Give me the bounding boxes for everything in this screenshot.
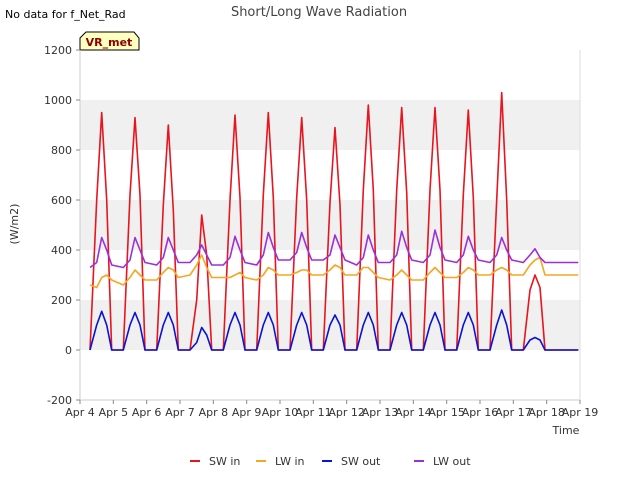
y-tick-label: 800	[51, 144, 72, 157]
grid-band	[80, 100, 580, 150]
legend-item: SW in	[190, 455, 240, 468]
legend-label: LW in	[275, 455, 305, 468]
x-tick-label: Apr 18	[528, 406, 565, 419]
y-axis-ticks: -200 0 200 400 600 800 1000 1200	[44, 44, 80, 407]
y-tick-label: 200	[51, 294, 72, 307]
axes	[79, 50, 581, 401]
y-tick-label: 400	[51, 244, 72, 257]
x-tick-label: Apr 16	[462, 406, 499, 419]
x-tick-label: Apr 6	[132, 406, 162, 419]
y-axis-label: (W/m2)	[8, 204, 21, 245]
legend-label: SW out	[341, 455, 381, 468]
y-tick-label: 1000	[44, 94, 72, 107]
x-tick-label: Apr 9	[232, 406, 262, 419]
x-tick-label: Apr 13	[362, 406, 399, 419]
x-axis-ticks: Apr 4 Apr 5 Apr 6 Apr 7 Apr 8 Apr 9 Apr 10Apr …	[65, 400, 598, 419]
x-tick-label: Apr 4	[65, 406, 95, 419]
x-axis-label: Time	[552, 424, 580, 437]
x-tick-label: Apr 12	[328, 406, 365, 419]
legend-label: LW out	[433, 455, 471, 468]
y-tick-label: 1200	[44, 44, 72, 57]
grid-bands	[80, 100, 580, 350]
series-line-lw-in	[89, 254, 579, 289]
y-tick-label: 0	[65, 344, 72, 357]
legend: SW in LW in SW out LW out	[190, 455, 471, 468]
y-tick-label: 600	[51, 194, 72, 207]
site-badge-label: VR_met	[86, 36, 133, 49]
x-tick-label: Apr 10	[262, 406, 299, 419]
x-tick-label: Apr 11	[295, 406, 332, 419]
x-tick-label: Apr 7	[165, 406, 195, 419]
x-tick-label: Apr 8	[199, 406, 229, 419]
series-line-sw-out	[89, 309, 579, 351]
x-tick-label: Apr 5	[99, 406, 129, 419]
legend-item: LW in	[256, 455, 305, 468]
site-badge: VR_met	[79, 31, 140, 51]
legend-item: SW out	[322, 455, 381, 468]
series-line-sw-in	[89, 91, 579, 351]
legend-label: SW in	[209, 455, 240, 468]
legend-item: LW out	[414, 455, 471, 468]
chart-title: Short/Long Wave Radiation	[231, 5, 407, 20]
site-badge-shape	[79, 31, 140, 51]
x-tick-label: Apr 14	[395, 406, 432, 419]
y-tick-label: -200	[47, 394, 72, 407]
no-data-note: No data for f_Net_Rad	[5, 8, 126, 21]
series-layer	[89, 91, 579, 351]
x-tick-label: Apr 15	[428, 406, 465, 419]
series-line-lw-out	[89, 229, 579, 269]
x-tick-label: Apr 19	[562, 406, 599, 419]
x-tick-label: Apr 17	[495, 406, 532, 419]
